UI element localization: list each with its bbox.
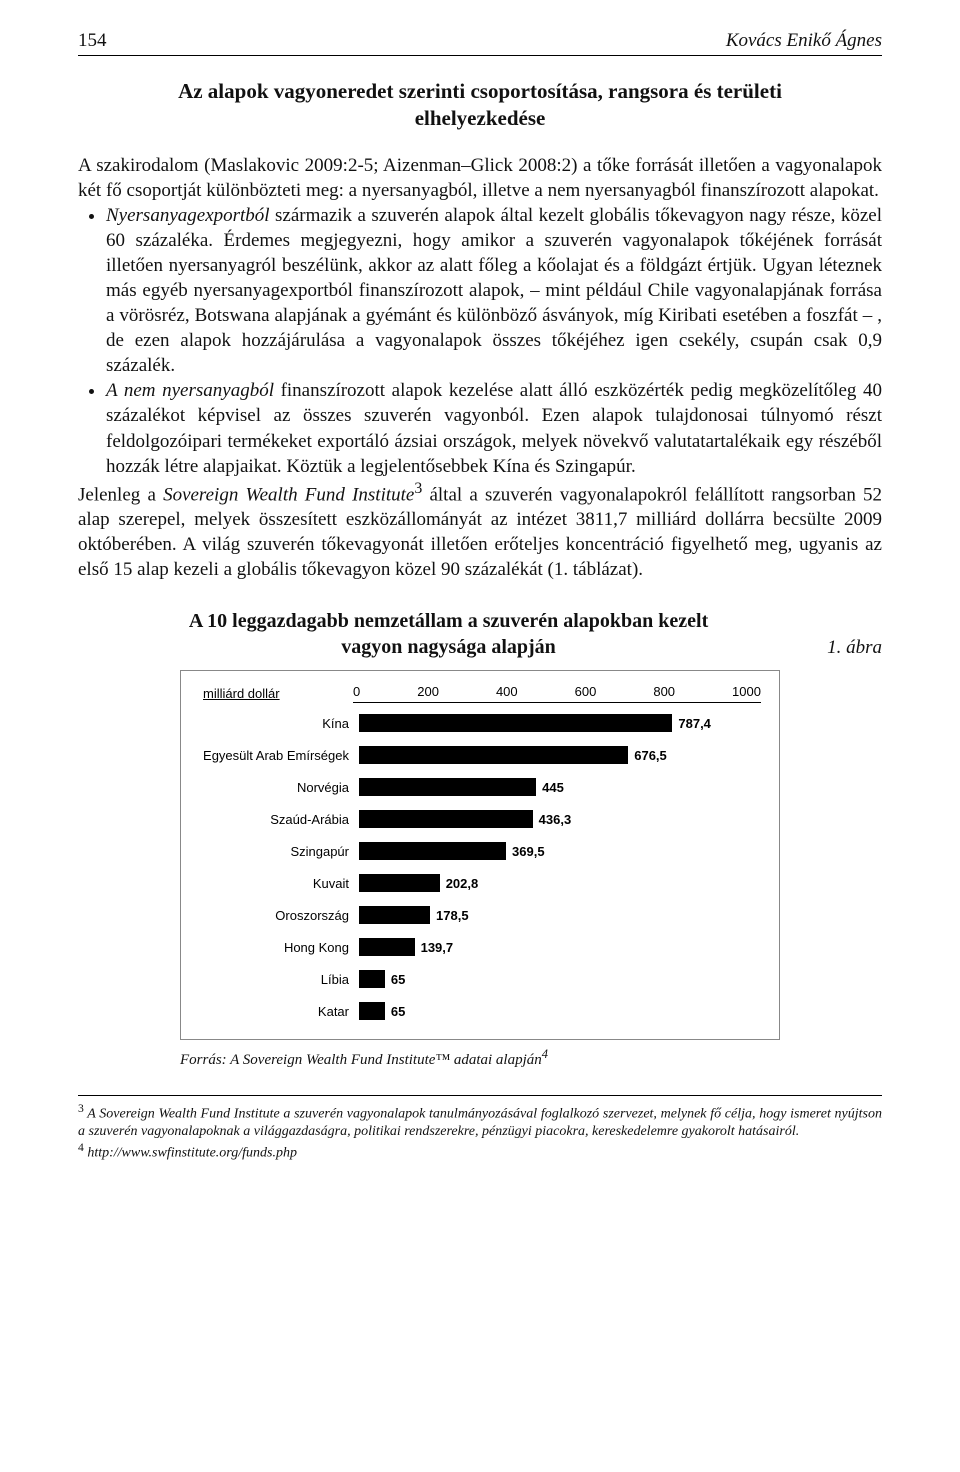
figure-caption-row: A 10 leggazdagabb nemzetállam a szuverén… bbox=[78, 608, 882, 660]
chart-axis-row: milliárd dollár 0 200 400 600 800 1000 bbox=[199, 683, 761, 703]
axis-tick: 0 bbox=[353, 683, 360, 700]
footnote-4-text: http://www.swfinstitute.org/funds.php bbox=[84, 1146, 297, 1161]
bullet-item-2: A nem nyersanyagból finanszírozott alapo… bbox=[106, 378, 882, 478]
bar-category-label: Oroszország bbox=[199, 907, 359, 924]
intro-paragraph: A szakirodalom (Maslakovic 2009:2-5; Aiz… bbox=[78, 153, 882, 203]
figure-title-line2: vagyon nagysága alapján bbox=[78, 634, 819, 660]
bar-area: 65 bbox=[359, 997, 761, 1025]
bar-row: Katar 65 bbox=[199, 997, 761, 1025]
bar-row: Hong Kong 139,7 bbox=[199, 933, 761, 961]
bar-category-label: Katar bbox=[199, 1003, 359, 1020]
bar-category-label: Kína bbox=[199, 715, 359, 732]
bar-value-label: 445 bbox=[542, 779, 564, 796]
bar-category-label: Szingapúr bbox=[199, 843, 359, 860]
axis-tick: 200 bbox=[417, 683, 439, 700]
bar-category-label: Hong Kong bbox=[199, 939, 359, 956]
section-title-line1: Az alapok vagyoneredet szerinti csoporto… bbox=[78, 78, 882, 105]
bar bbox=[359, 1002, 385, 1020]
section-title-line2: elhelyezkedése bbox=[78, 105, 882, 132]
bar-chart: milliárd dollár 0 200 400 600 800 1000 Kína 78… bbox=[180, 670, 780, 1040]
axis-tick: 800 bbox=[653, 683, 675, 700]
after-bullets-paragraph: Jelenleg a Sovereign Wealth Fund Institu… bbox=[78, 479, 882, 583]
bar-row: Norvégia 445 bbox=[199, 773, 761, 801]
bar-value-label: 436,3 bbox=[539, 811, 572, 828]
bar-category-label: Norvégia bbox=[199, 779, 359, 796]
chart-source-text: Forrás: A Sovereign Wealth Fund Institut… bbox=[180, 1052, 542, 1068]
institute-name: Sovereign Wealth Fund Institute bbox=[163, 484, 414, 505]
bullet2-prefix: A nem nyersanyagból bbox=[106, 380, 274, 401]
bar bbox=[359, 842, 506, 860]
bullet-list: Nyersanyagexportból származik a szuverén… bbox=[78, 203, 882, 479]
chart-source: Forrás: A Sovereign Wealth Fund Institut… bbox=[180, 1046, 780, 1071]
footnote-3: 3 A Sovereign Wealth Fund Institute a sz… bbox=[78, 1102, 882, 1141]
intro-paragraph-text: A szakirodalom (Maslakovic 2009:2-5; Aiz… bbox=[78, 155, 882, 201]
bar-area: 787,4 bbox=[359, 709, 761, 737]
bar bbox=[359, 874, 440, 892]
bar-value-label: 202,8 bbox=[446, 875, 479, 892]
bullet1-prefix: Nyersanyagexportból bbox=[106, 205, 270, 226]
bar-value-label: 65 bbox=[391, 1003, 405, 1020]
footnote-4: 4 http://www.swfinstitute.org/funds.php bbox=[78, 1141, 882, 1162]
axis-tick: 600 bbox=[575, 683, 597, 700]
bar bbox=[359, 810, 533, 828]
bar-category-label: Líbia bbox=[199, 971, 359, 988]
bar-row: Kína 787,4 bbox=[199, 709, 761, 737]
bullet1-rest: származik a szuverén alapok által kezelt… bbox=[106, 205, 882, 376]
bar-area: 65 bbox=[359, 965, 761, 993]
bar-value-label: 178,5 bbox=[436, 907, 469, 924]
bar-value-label: 139,7 bbox=[421, 939, 454, 956]
bar bbox=[359, 778, 536, 796]
bar-value-label: 369,5 bbox=[512, 843, 545, 860]
bar-value-label: 787,4 bbox=[678, 715, 711, 732]
running-author: Kovács Enikő Ágnes bbox=[726, 28, 882, 53]
bar bbox=[359, 938, 415, 956]
bar-area: 436,3 bbox=[359, 805, 761, 833]
axis-tick: 400 bbox=[496, 683, 518, 700]
bar-row: Oroszország 178,5 bbox=[199, 901, 761, 929]
section-title: Az alapok vagyoneredet szerinti csoporto… bbox=[78, 78, 882, 133]
bar bbox=[359, 970, 385, 988]
bar bbox=[359, 714, 672, 732]
bar-area: 445 bbox=[359, 773, 761, 801]
chart-axis-ticks: 0 200 400 600 800 1000 bbox=[353, 683, 761, 703]
figure-title-line1: A 10 leggazdagabb nemzetállam a szuverén… bbox=[78, 608, 819, 634]
figure-number: 1. ábra bbox=[819, 635, 882, 660]
bar-category-label: Egyesült Arab Emírségek bbox=[199, 747, 359, 764]
bar-category-label: Szaúd-Arábia bbox=[199, 811, 359, 828]
bar-value-label: 65 bbox=[391, 971, 405, 988]
bar-row: Egyesült Arab Emírségek 676,5 bbox=[199, 741, 761, 769]
bullet-item-1: Nyersanyagexportból származik a szuverén… bbox=[106, 203, 882, 379]
bar-area: 369,5 bbox=[359, 837, 761, 865]
bar-area: 202,8 bbox=[359, 869, 761, 897]
body-text: A szakirodalom (Maslakovic 2009:2-5; Aiz… bbox=[78, 153, 882, 583]
bar-area: 676,5 bbox=[359, 741, 761, 769]
figure-title: A 10 leggazdagabb nemzetállam a szuverén… bbox=[78, 608, 819, 660]
after-bullets-1: Jelenleg a bbox=[78, 484, 163, 505]
footnotes: 3 A Sovereign Wealth Fund Institute a sz… bbox=[78, 1095, 882, 1162]
axis-unit-label: milliárd dollár bbox=[199, 685, 353, 702]
bar-area: 178,5 bbox=[359, 901, 761, 929]
bar-row: Kuvait 202,8 bbox=[199, 869, 761, 897]
bar-category-label: Kuvait bbox=[199, 875, 359, 892]
footnote-ref-4: 4 bbox=[542, 1047, 548, 1061]
running-head: 154 Kovács Enikő Ágnes bbox=[78, 28, 882, 56]
bar-row: Szingapúr 369,5 bbox=[199, 837, 761, 865]
page: 154 Kovács Enikő Ágnes Az alapok vagyone… bbox=[0, 0, 960, 1472]
page-number: 154 bbox=[78, 28, 107, 53]
bar-row: Szaúd-Arábia 436,3 bbox=[199, 805, 761, 833]
bar bbox=[359, 906, 430, 924]
axis-tick: 1000 bbox=[732, 683, 761, 700]
bars-container: Kína 787,4 Egyesült Arab Emírségek 676,5 Nor… bbox=[199, 709, 761, 1025]
bar-row: Líbia 65 bbox=[199, 965, 761, 993]
bar bbox=[359, 746, 628, 764]
bar-area: 139,7 bbox=[359, 933, 761, 961]
bar-value-label: 676,5 bbox=[634, 747, 667, 764]
footnote-3-text: A Sovereign Wealth Fund Institute a szuv… bbox=[78, 1107, 882, 1140]
